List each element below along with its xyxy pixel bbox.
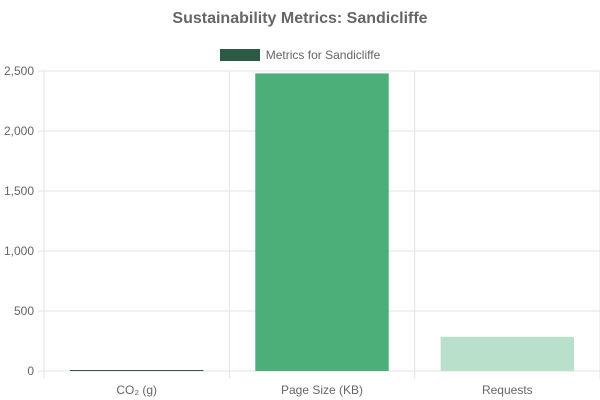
legend[interactable]: Metrics for Sandicliffe	[0, 48, 600, 62]
x-tick-label: CO₂ (g)	[116, 383, 157, 397]
chart-title: Sustainability Metrics: Sandicliffe	[172, 10, 428, 27]
x-tick-label: Requests	[482, 383, 533, 397]
bar	[255, 73, 389, 372]
y-tick-label: 1,000	[4, 244, 34, 258]
y-tick-label: 1,500	[4, 184, 34, 198]
y-tick-label: 2,500	[4, 64, 34, 78]
y-tick-label: 500	[14, 304, 34, 318]
bar	[440, 336, 575, 371]
legend-swatch	[219, 49, 260, 61]
legend-label: Metrics for Sandicliffe	[265, 48, 381, 62]
bar	[69, 370, 204, 371]
x-tick-label: Page Size (KB)	[281, 383, 363, 397]
y-tick-label: 2,000	[4, 124, 34, 138]
y-tick-label: 0	[27, 364, 34, 378]
